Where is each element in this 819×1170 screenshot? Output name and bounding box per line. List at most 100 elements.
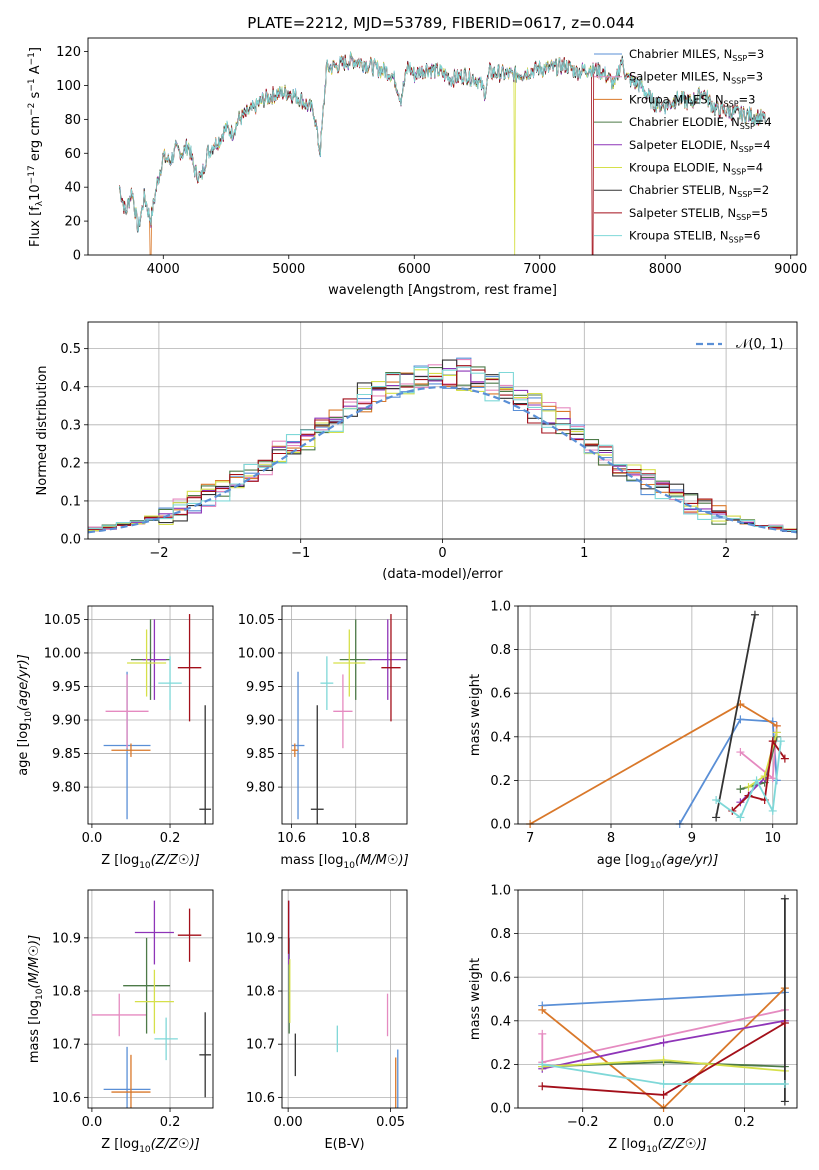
weight-marker-chabrier_miles — [736, 715, 745, 724]
y-tick-label: 9.95 — [246, 680, 275, 695]
x-tick-label: 2 — [722, 546, 730, 561]
legend-label-normal: 𝒩(0, 1) — [736, 337, 783, 352]
y-tick-label: 9.85 — [246, 747, 275, 762]
z-vs-mass-panel: 0.0 0.2 10.6 10.7 10.8 10.9 Z [log10(Z/Z☉)] mas… — [27, 889, 214, 1155]
weight-marker-chabrier_stelib — [750, 610, 759, 619]
weight-marker-kroupa_stelib — [538, 1060, 547, 1069]
y-tick-label: 10.8 — [246, 985, 275, 1000]
y-tick-label: 40 — [64, 181, 81, 196]
y-axis-label: mass weight — [468, 674, 483, 756]
y-tick-label: 0.5 — [60, 342, 81, 357]
x-tick-label: 0.00 — [274, 1115, 303, 1130]
z-weights-panel: −0.2 0.0 0.2 0.0 0.2 0.4 0.6 0.8 1.0 Z [log10(Z/Z… — [468, 884, 798, 1155]
x-axis-label: mass [log10(M/M☉)] — [280, 853, 408, 871]
axes-frame — [517, 605, 798, 825]
x-tick-label: 0.2 — [160, 831, 181, 846]
x-tick-label: 0 — [438, 546, 446, 561]
y-tick-label: 0.4 — [490, 1014, 511, 1029]
x-tick-label: 0.0 — [82, 1115, 103, 1130]
y-tick-label: 0.4 — [60, 380, 81, 395]
weight-marker-kroupa_stelib — [768, 806, 777, 815]
x-tick-label: 8000 — [649, 262, 682, 277]
legend-label-kroupa_stelib: Kroupa STELIB, NSSP=6 — [629, 229, 760, 245]
y-tick-label: 10.9 — [246, 931, 275, 946]
y-tick-label: 10.6 — [52, 1091, 81, 1106]
x-tick-label: 5000 — [272, 262, 305, 277]
histogram-salpeter_stelib — [88, 365, 797, 534]
y-tick-label: 1.0 — [490, 884, 511, 899]
y-tick-label: 9.80 — [52, 781, 81, 796]
weight-marker-kroupa_stelib — [752, 776, 761, 785]
x-tick-label: 7 — [526, 831, 534, 846]
x-tick-label: 0.0 — [82, 831, 103, 846]
weight-marker-salpeter_stelib — [768, 737, 777, 746]
weight-marker-chabrier_stelib — [780, 1097, 789, 1106]
ebv-vs-mass-panel: 0.00 0.05 10.6 10.7 10.8 10.9 E(B-V) — [246, 889, 408, 1152]
residual-histogram-panel: −2 −1 0 1 2 0.0 0.1 0.2 0.3 0.4 0.5 𝒩(0, 1) (data-mo… — [35, 321, 798, 582]
x-axis-label: age [log10(age/yr)] — [597, 853, 719, 871]
weight-marker-salpeter_miles — [538, 1029, 547, 1038]
weight-marker-kroupa_stelib — [712, 796, 721, 805]
x-tick-label: −1 — [291, 546, 310, 561]
spectrum-panel: 4000 5000 6000 7000 8000 9000 0 20 40 60 80 100 120 w… — [27, 37, 807, 298]
x-tick-label: 8 — [607, 831, 615, 846]
y-tick-label: 10.00 — [44, 646, 81, 661]
y-tick-label: 0.0 — [490, 818, 511, 833]
x-tick-label: 9 — [688, 831, 696, 846]
y-axis-label: mass [log10(M/M☉)] — [27, 935, 45, 1063]
y-tick-label: 20 — [64, 215, 81, 230]
y-tick-label: 0.4 — [490, 730, 511, 745]
spectrum-line-kroupa_stelib — [119, 51, 766, 233]
x-axis-label: Z [log10(Z/Z☉)] — [608, 1137, 706, 1155]
y-tick-label: 9.95 — [52, 680, 81, 695]
y-tick-label: 10.05 — [44, 613, 81, 628]
y-tick-label: 10.9 — [52, 931, 81, 946]
weight-marker-kroupa_elodie — [744, 782, 753, 791]
y-tick-label: 80 — [64, 113, 81, 128]
legend-label-chabrier_miles: Chabrier MILES, NSSP=3 — [629, 47, 764, 63]
weight-line-chabrier_miles — [542, 991, 785, 1007]
legend-label-chabrier_stelib: Chabrier STELIB, NSSP=2 — [629, 183, 769, 199]
legend-label-kroupa_miles: Kroupa MILES, NSSP=3 — [629, 92, 755, 108]
weight-marker-kroupa_elodie — [659, 1056, 668, 1065]
x-axis-label: wavelength [Angstrom, rest frame] — [328, 283, 557, 298]
y-tick-label: 0.6 — [490, 971, 511, 986]
mass-vs-age-panel: 10.6 10.8 9.80 9.85 9.90 9.95 10.00 10.05 mass [… — [238, 605, 409, 871]
y-tick-label: 0.6 — [490, 687, 511, 702]
y-tick-label: 9.90 — [246, 714, 275, 729]
x-tick-label: 10.6 — [277, 831, 306, 846]
weight-marker-kroupa_stelib — [659, 1080, 668, 1089]
x-tick-label: 9000 — [774, 262, 807, 277]
y-tick-label: 120 — [56, 45, 81, 60]
y-axis-label: Flux [fλ10−17 erg cm−2 s−1 A−1] — [27, 47, 45, 247]
y-tick-label: 0 — [73, 249, 81, 264]
x-tick-label: −2 — [149, 546, 168, 561]
y-tick-label: 0.2 — [490, 774, 511, 789]
axes-frame — [281, 889, 408, 1109]
weight-marker-kroupa_miles — [538, 1005, 547, 1014]
y-tick-label: 9.80 — [246, 781, 275, 796]
weight-line-chabrier_stelib — [715, 614, 756, 818]
axes-frame — [281, 605, 408, 825]
x-tick-label: 0.0 — [653, 1115, 674, 1130]
weight-marker-kroupa_stelib — [780, 1080, 789, 1089]
y-axis-label: age [log10(age/yr)] — [16, 654, 34, 776]
weight-marker-salpeter_stelib — [780, 1018, 789, 1027]
x-axis-label: Z [log10(Z/Z☉)] — [101, 853, 199, 871]
weight-marker-kroupa_stelib — [776, 737, 785, 746]
y-tick-label: 10.7 — [246, 1038, 275, 1053]
y-tick-label: 10.8 — [52, 985, 81, 1000]
y-tick-label: 9.85 — [52, 747, 81, 762]
y-tick-label: 0.8 — [490, 927, 511, 942]
legend-label-chabrier_elodie: Chabrier ELODIE, NSSP=4 — [629, 115, 772, 131]
x-tick-label: 4000 — [147, 262, 180, 277]
y-tick-label: 0.0 — [490, 1102, 511, 1117]
y-tick-label: 1.0 — [490, 600, 511, 615]
weight-marker-salpeter_stelib — [659, 1090, 668, 1099]
y-tick-label: 60 — [64, 147, 81, 162]
x-tick-label: 0.05 — [376, 1115, 405, 1130]
x-tick-label: 10 — [764, 831, 781, 846]
y-tick-label: 0.0 — [60, 533, 81, 548]
x-tick-label: 10.8 — [341, 831, 370, 846]
